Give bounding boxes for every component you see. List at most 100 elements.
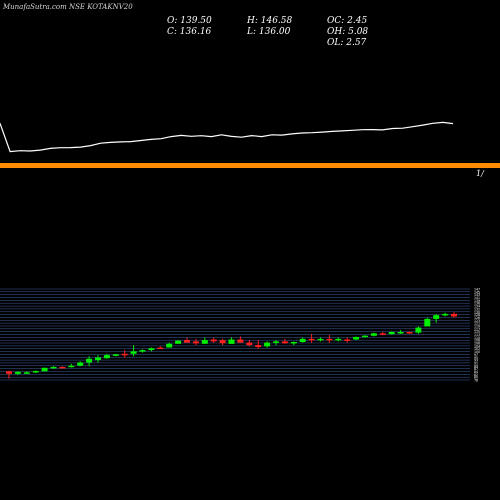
candle <box>326 335 333 343</box>
candle <box>6 370 12 379</box>
candle <box>317 337 324 342</box>
candle <box>237 336 244 343</box>
candle <box>130 345 137 357</box>
candle-body <box>103 355 110 359</box>
y-tick-label: 139 <box>474 299 480 303</box>
candle <box>121 350 128 358</box>
candle-body <box>255 345 262 347</box>
candle-body <box>344 339 351 341</box>
candle <box>397 330 404 334</box>
candle <box>299 337 306 343</box>
candle-body <box>77 362 84 366</box>
candle <box>166 342 173 348</box>
candle-body <box>157 347 164 350</box>
candle <box>112 353 119 357</box>
y-tick-label: 121 <box>474 322 480 326</box>
candle <box>103 353 110 359</box>
y-tick-label: 91 <box>474 361 478 365</box>
candle <box>362 335 368 338</box>
y-tick-label: 93 <box>474 359 478 363</box>
candle <box>246 340 253 347</box>
candle-body <box>326 338 333 341</box>
candle <box>86 356 93 367</box>
y-tick-label: 100 <box>474 350 480 354</box>
candle-body <box>23 372 30 374</box>
candle <box>50 366 57 369</box>
y-tick-label: 84 <box>474 370 478 374</box>
candle <box>184 337 190 343</box>
y-tick-label: 102 <box>474 347 480 351</box>
open-value: O: 139.50 <box>167 16 212 26</box>
candle-body <box>335 338 342 341</box>
y-tick-label: 110 <box>474 336 480 340</box>
close-value: C: 136.16 <box>167 27 212 37</box>
candle-body <box>451 313 457 317</box>
candle-body <box>353 337 360 340</box>
candle <box>201 337 208 344</box>
y-tick-label: 80 <box>474 376 478 380</box>
y-tick-label: 117 <box>474 327 480 331</box>
candle <box>139 349 146 353</box>
candle-body <box>166 343 173 348</box>
candle <box>273 340 279 346</box>
y-tick-label: 82 <box>474 373 478 377</box>
candle <box>424 317 431 327</box>
y-tick-label: 108 <box>474 339 480 343</box>
y-tick-label: 104 <box>474 344 480 348</box>
y-tick-label: 141 <box>474 296 480 300</box>
candle <box>451 312 457 318</box>
candle <box>41 367 48 372</box>
candle-body <box>264 342 271 347</box>
candle-body <box>148 348 155 351</box>
candle-body <box>41 367 48 372</box>
candle-body <box>362 335 368 338</box>
candle-body <box>424 318 431 327</box>
candle-body <box>175 340 182 344</box>
candlestick-series <box>6 312 457 379</box>
candle <box>32 370 39 374</box>
candle-body <box>32 370 39 373</box>
candle <box>14 371 21 375</box>
low-value: L: 136.00 <box>247 27 291 37</box>
candle <box>415 326 422 334</box>
candle-body <box>86 358 93 363</box>
candle-body <box>388 332 395 335</box>
candle-body <box>112 354 119 356</box>
candle <box>370 332 377 337</box>
candle-body <box>370 333 377 336</box>
candle <box>281 338 288 344</box>
candle <box>148 347 155 352</box>
y-tick-label: 128 <box>474 313 480 317</box>
candle <box>308 333 315 343</box>
y-tick-label: 113 <box>474 333 480 337</box>
candle-body <box>228 339 235 344</box>
candle-body <box>281 341 288 344</box>
chart-title: MunafaSutra.com NSE KOTAKNV20 <box>3 3 133 11</box>
candle-body <box>201 340 208 344</box>
y-tick-label: 87 <box>474 367 478 371</box>
candle <box>335 337 342 342</box>
candle-body <box>59 366 66 369</box>
y-tick-label: 147 <box>474 288 480 292</box>
candle-body <box>192 341 199 344</box>
separator-marker: 1/ <box>476 169 485 178</box>
candle-body <box>237 339 244 343</box>
candle-body <box>130 351 137 354</box>
y-tick-label: 78 <box>474 379 478 383</box>
candle <box>157 346 164 350</box>
candle <box>23 371 30 374</box>
y-tick-label: 143 <box>474 293 480 297</box>
candle <box>95 355 101 363</box>
candle-body <box>121 353 128 356</box>
candle-body <box>6 371 12 374</box>
candle-body <box>139 350 146 352</box>
y-tick-label: 97 <box>474 353 478 357</box>
candle-body <box>210 339 217 342</box>
candle <box>388 331 395 335</box>
price-grid <box>0 288 470 381</box>
candle-body <box>95 357 101 361</box>
panel-separator <box>0 163 500 168</box>
candle-body <box>273 341 279 343</box>
candle-body <box>317 338 324 341</box>
